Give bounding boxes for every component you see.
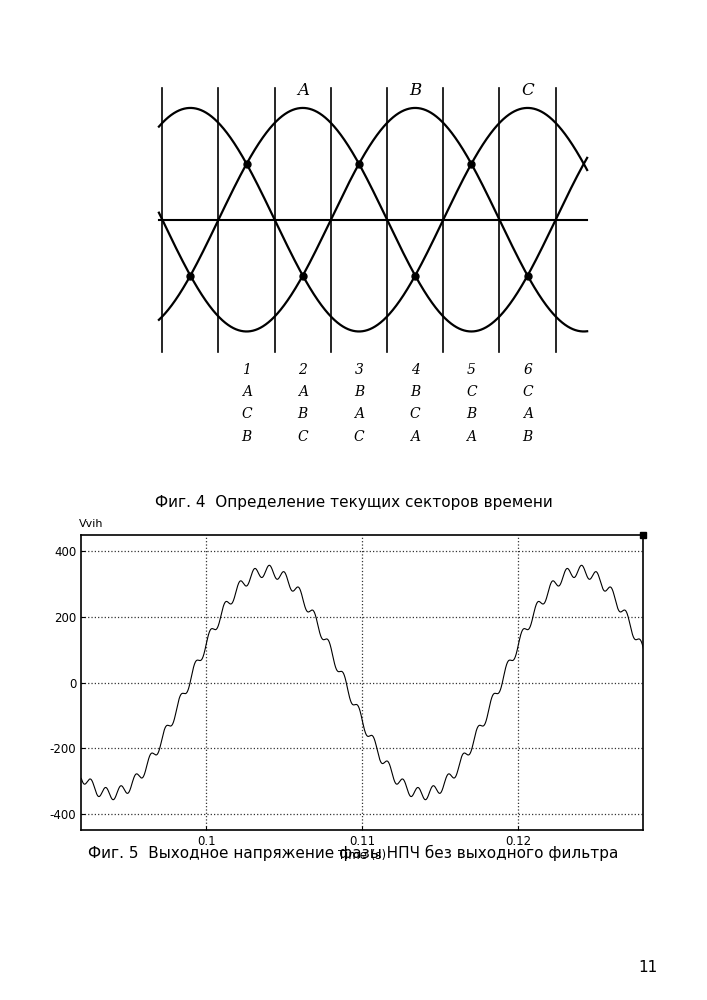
Text: A: A <box>522 407 532 421</box>
Text: C: C <box>241 407 252 421</box>
Text: A: A <box>467 430 477 444</box>
Text: 3: 3 <box>354 363 363 377</box>
Text: B: B <box>354 385 364 399</box>
Text: C: C <box>522 385 533 399</box>
Text: A: A <box>242 385 252 399</box>
Text: C: C <box>410 407 421 421</box>
Text: 2: 2 <box>298 363 308 377</box>
Text: A: A <box>410 430 420 444</box>
Text: B: B <box>522 430 532 444</box>
Text: C: C <box>466 385 477 399</box>
Text: 6: 6 <box>523 363 532 377</box>
Text: 5: 5 <box>467 363 476 377</box>
Text: B: B <box>466 407 477 421</box>
Text: C: C <box>354 430 364 444</box>
Text: Vvih: Vvih <box>78 519 103 529</box>
Text: A: A <box>298 385 308 399</box>
Text: B: B <box>409 82 421 99</box>
Text: B: B <box>298 407 308 421</box>
Text: B: B <box>242 430 252 444</box>
Text: 4: 4 <box>411 363 420 377</box>
Text: B: B <box>410 385 420 399</box>
Text: C: C <box>521 82 534 99</box>
Text: A: A <box>297 82 309 99</box>
Text: Фиг. 5  Выходное напряжение фазы НПЧ без выходного фильтра: Фиг. 5 Выходное напряжение фазы НПЧ без … <box>88 845 619 861</box>
Text: A: A <box>354 407 364 421</box>
Text: 11: 11 <box>638 960 658 975</box>
X-axis label: Time (s): Time (s) <box>338 849 387 862</box>
Text: C: C <box>298 430 308 444</box>
Text: 1: 1 <box>242 363 251 377</box>
Text: Фиг. 4  Определение текущих секторов времени: Фиг. 4 Определение текущих секторов врем… <box>155 495 552 510</box>
